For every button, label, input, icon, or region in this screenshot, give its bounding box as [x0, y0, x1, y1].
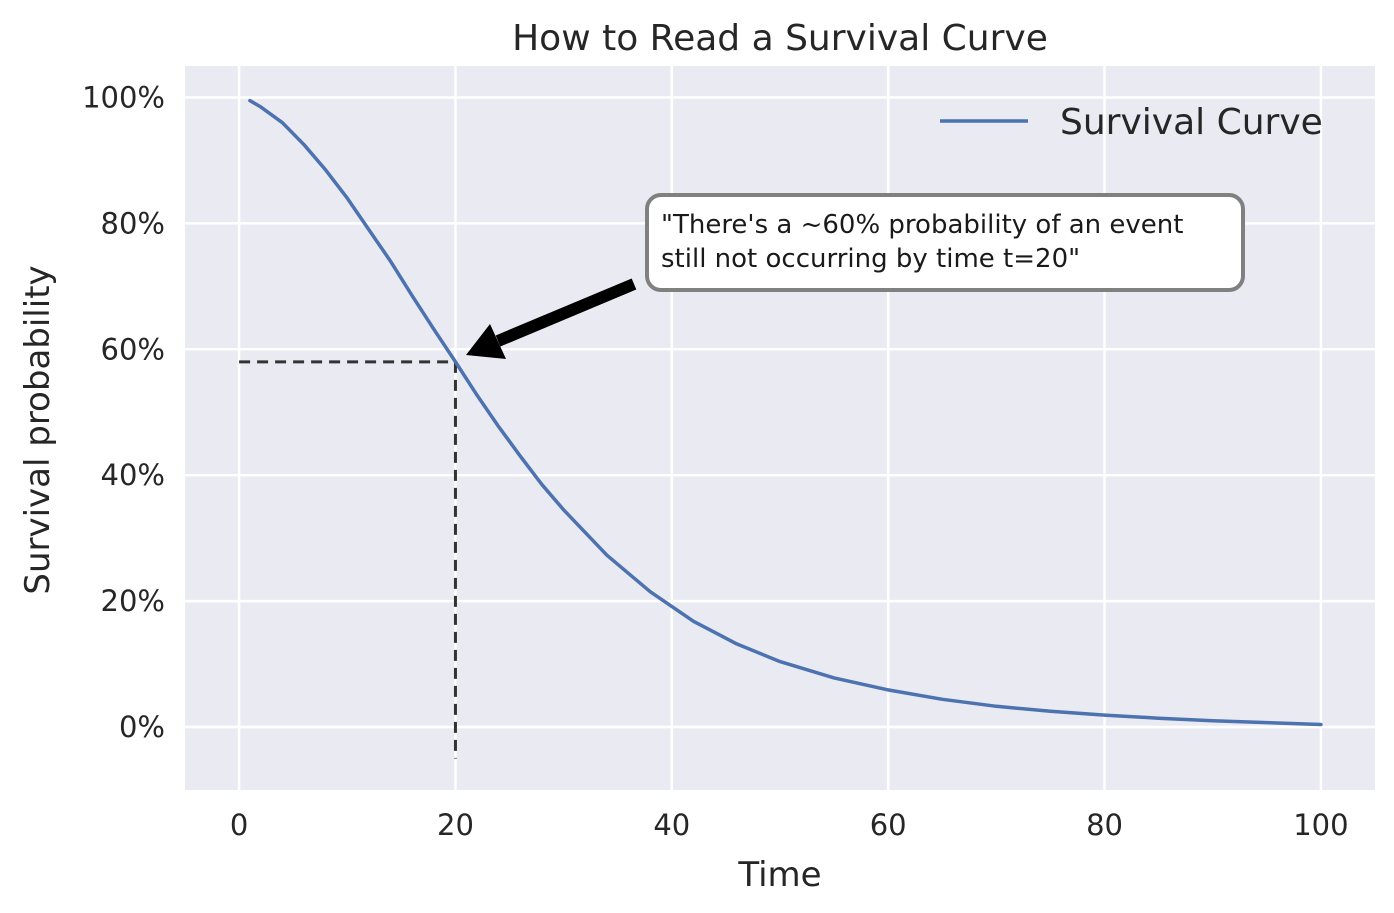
y-tick-label: 80% [101, 206, 165, 240]
y-tick-label: 0% [119, 710, 165, 744]
x-tick-label: 60 [870, 808, 907, 842]
x-tick-label: 20 [437, 808, 474, 842]
series-line [248, 98, 1323, 727]
y-tick-label: 60% [101, 332, 165, 366]
annotation-arrow-shaft [495, 278, 637, 347]
y-axis-label: Survival probability [18, 265, 58, 594]
annotation-text: "There's a ~60% probability of an event [661, 210, 1183, 240]
annotation-box [645, 193, 1245, 292]
x-tick-label: 0 [230, 808, 248, 842]
annotation-text: still not occurring by time t=20" [661, 244, 1080, 274]
x-tick-label: 80 [1086, 808, 1123, 842]
plot-area [185, 66, 1375, 790]
chart-title: How to Read a Survival Curve [512, 18, 1048, 59]
y-tick-label: 20% [101, 584, 165, 618]
y-tick-label: 100% [82, 80, 165, 114]
y-tick-label: 40% [101, 458, 165, 492]
x-axis-label: Time [737, 855, 821, 895]
legend-label: Survival Curve [1060, 102, 1323, 143]
annotation-arrow-head [466, 324, 506, 359]
x-tick-label: 40 [653, 808, 690, 842]
x-tick-label: 100 [1293, 808, 1348, 842]
